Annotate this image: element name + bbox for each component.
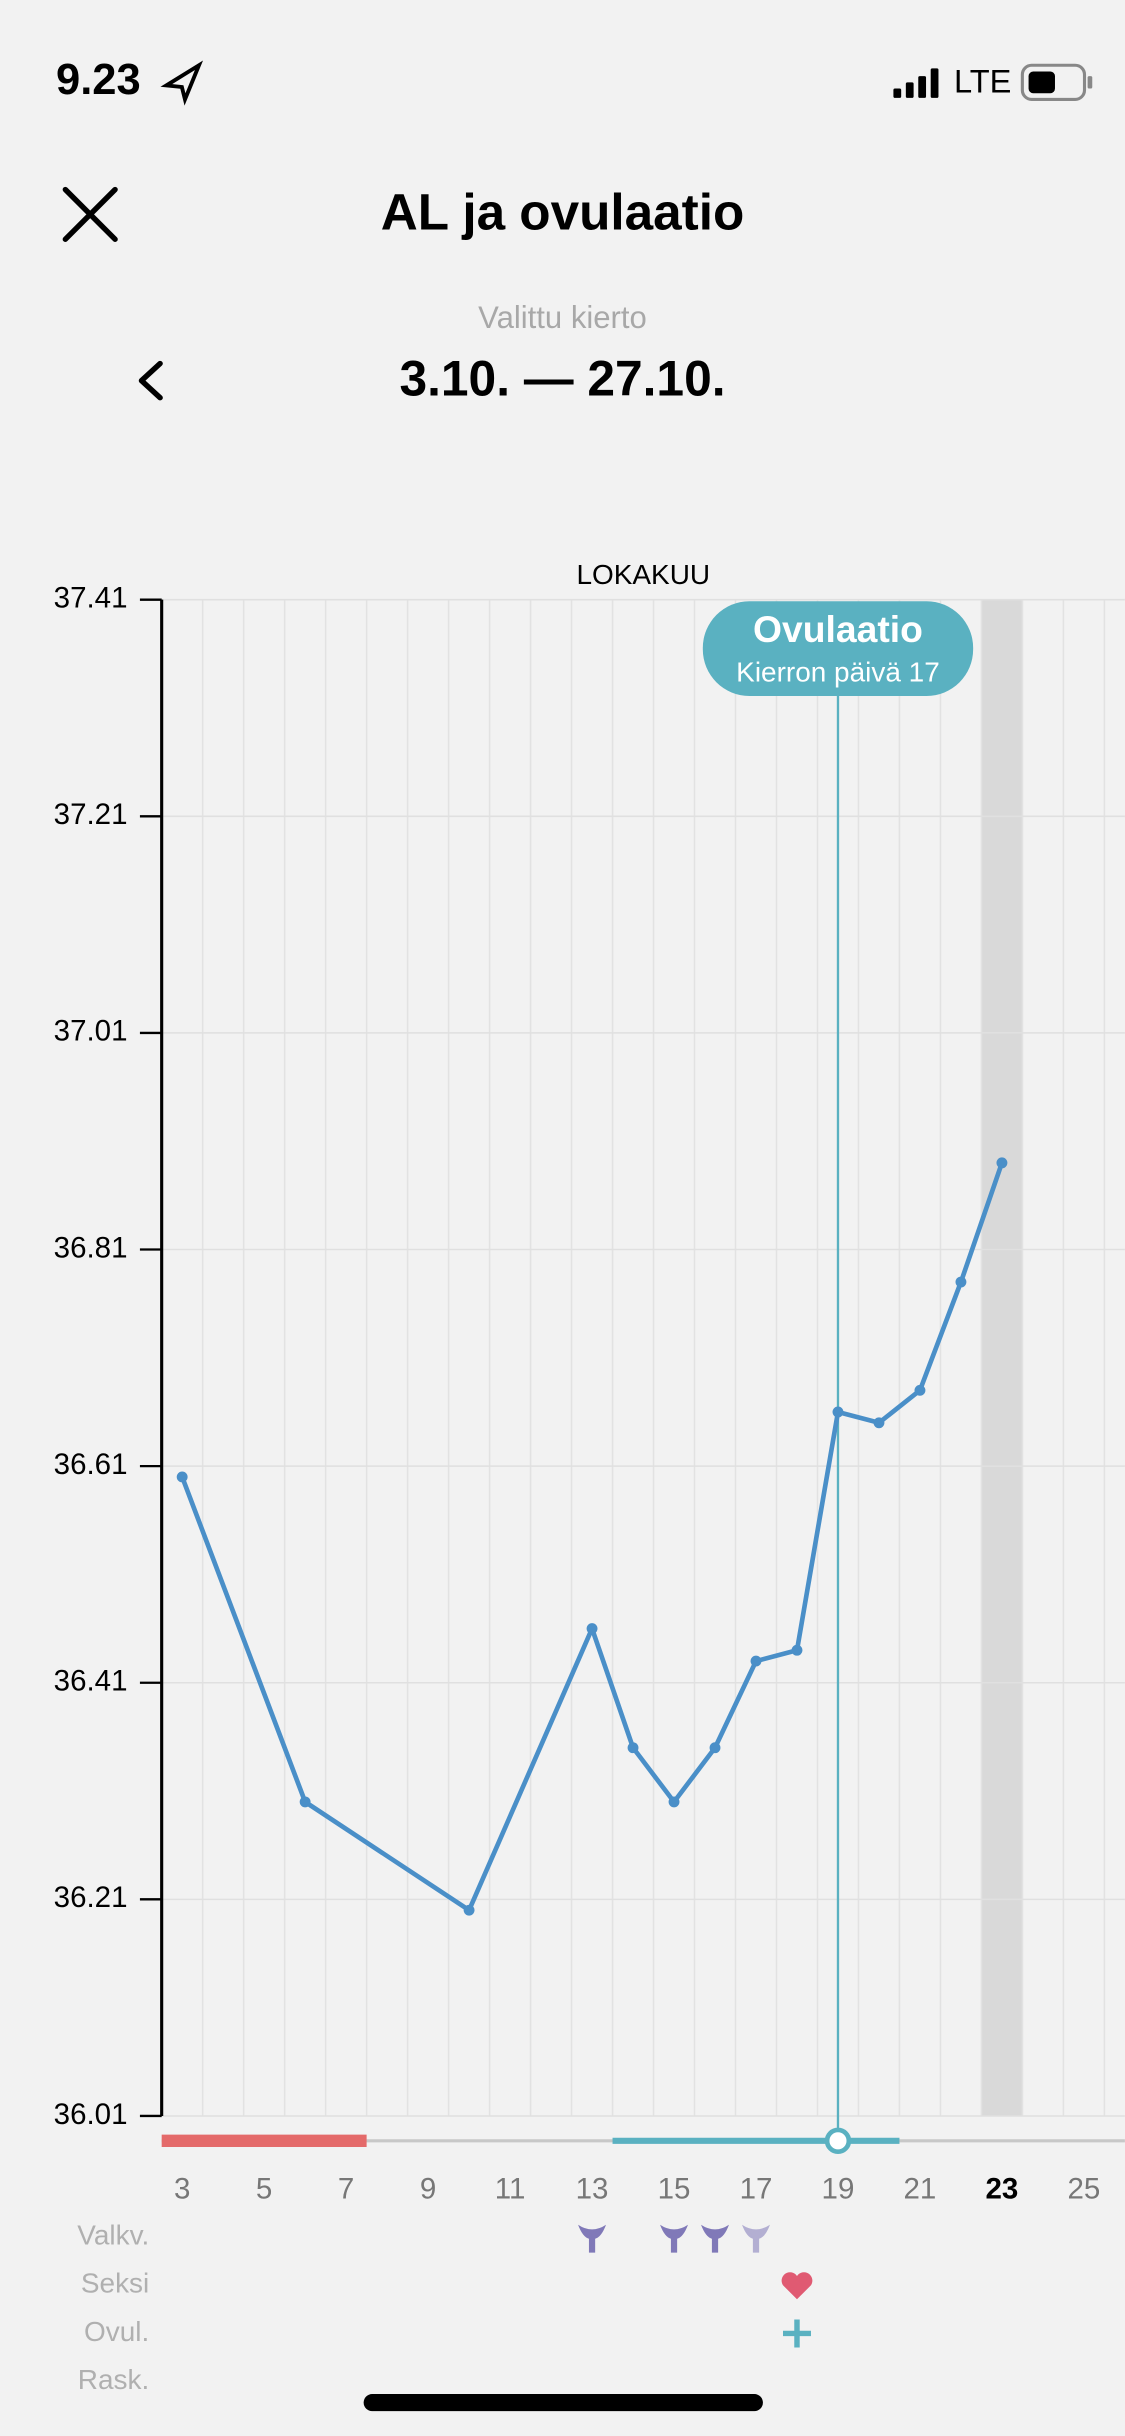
event-row-label: Ovul. (84, 2316, 149, 2347)
x-tick-label: 7 (338, 2172, 354, 2205)
temperature-point (996, 1157, 1008, 1169)
ovulation-title: Ovulaatio (753, 608, 923, 650)
temperature-point (176, 1471, 188, 1483)
x-tick-label: 13 (576, 2172, 609, 2205)
x-tick-label: 19 (822, 2172, 855, 2205)
y-tick-label: 36.21 (54, 1881, 128, 1914)
temperature-point (750, 1655, 762, 1667)
temperature-point (832, 1406, 844, 1418)
temperature-point (463, 1904, 475, 1916)
cycle-label: Valittu kierto (478, 300, 647, 335)
x-tick-label: 21 (904, 2172, 937, 2205)
event-row-label: Valkv. (77, 2220, 149, 2251)
x-tick-label: 17 (740, 2172, 773, 2205)
temperature-line (179, 1162, 1005, 1913)
y-tick-label: 36.61 (54, 1448, 128, 1481)
status-time: 9.23 (56, 56, 141, 104)
x-tick-label: 15 (658, 2172, 691, 2205)
ovulation-subtitle: Kierron päivä 17 (736, 657, 940, 688)
discharge-icon (701, 2224, 729, 2253)
y-tick-label: 37.41 (54, 581, 128, 614)
temperature-point (299, 1796, 311, 1808)
y-tick-label: 36.01 (54, 2098, 128, 2131)
ovulation-badge (702, 601, 974, 696)
x-tick-label: 25 (1067, 2172, 1100, 2205)
plus-icon (783, 2319, 811, 2348)
y-tick-label: 36.81 (54, 1231, 128, 1264)
heart-icon (781, 2272, 813, 2300)
temperature-point (668, 1796, 680, 1808)
x-tick-label: 9 (420, 2172, 436, 2205)
discharge-icon (578, 2224, 607, 2253)
ovulation-marker (824, 2127, 852, 2155)
previous-cycle-button[interactable] (138, 360, 163, 401)
temperature-point (709, 1742, 721, 1754)
discharge-icon (660, 2224, 689, 2253)
temperature-point (586, 1623, 598, 1635)
x-tick-label: 5 (256, 2172, 272, 2205)
x-tick-label: 23 (986, 2172, 1019, 2205)
cycle-range: 3.10. — 27.10. (399, 350, 725, 406)
temperature-point (627, 1742, 639, 1754)
signal-icon (893, 68, 939, 98)
y-tick-label: 36.41 (54, 1665, 128, 1698)
y-tick-label: 37.21 (54, 798, 128, 831)
battery-icon (1020, 63, 1093, 101)
close-button[interactable] (62, 186, 118, 242)
location-icon (160, 60, 204, 106)
event-row-label: Seksi (81, 2268, 149, 2299)
y-tick-label: 37.01 (54, 1015, 128, 1048)
discharge-icon (742, 2224, 770, 2253)
temperature-point (955, 1276, 967, 1288)
event-row-label: Rask. (78, 2364, 149, 2395)
network-label: LTE (954, 63, 1011, 100)
x-tick-label: 11 (495, 2172, 526, 2205)
temperature-point (791, 1644, 803, 1656)
x-tick-label: 3 (174, 2172, 190, 2205)
highlight-band (981, 599, 1023, 2116)
temperature-point (873, 1417, 885, 1429)
page-title: AL ja ovulaatio (381, 183, 745, 240)
home-indicator (363, 2394, 763, 2412)
month-label: LOKAKUU (576, 559, 710, 590)
temperature-point (914, 1384, 926, 1396)
